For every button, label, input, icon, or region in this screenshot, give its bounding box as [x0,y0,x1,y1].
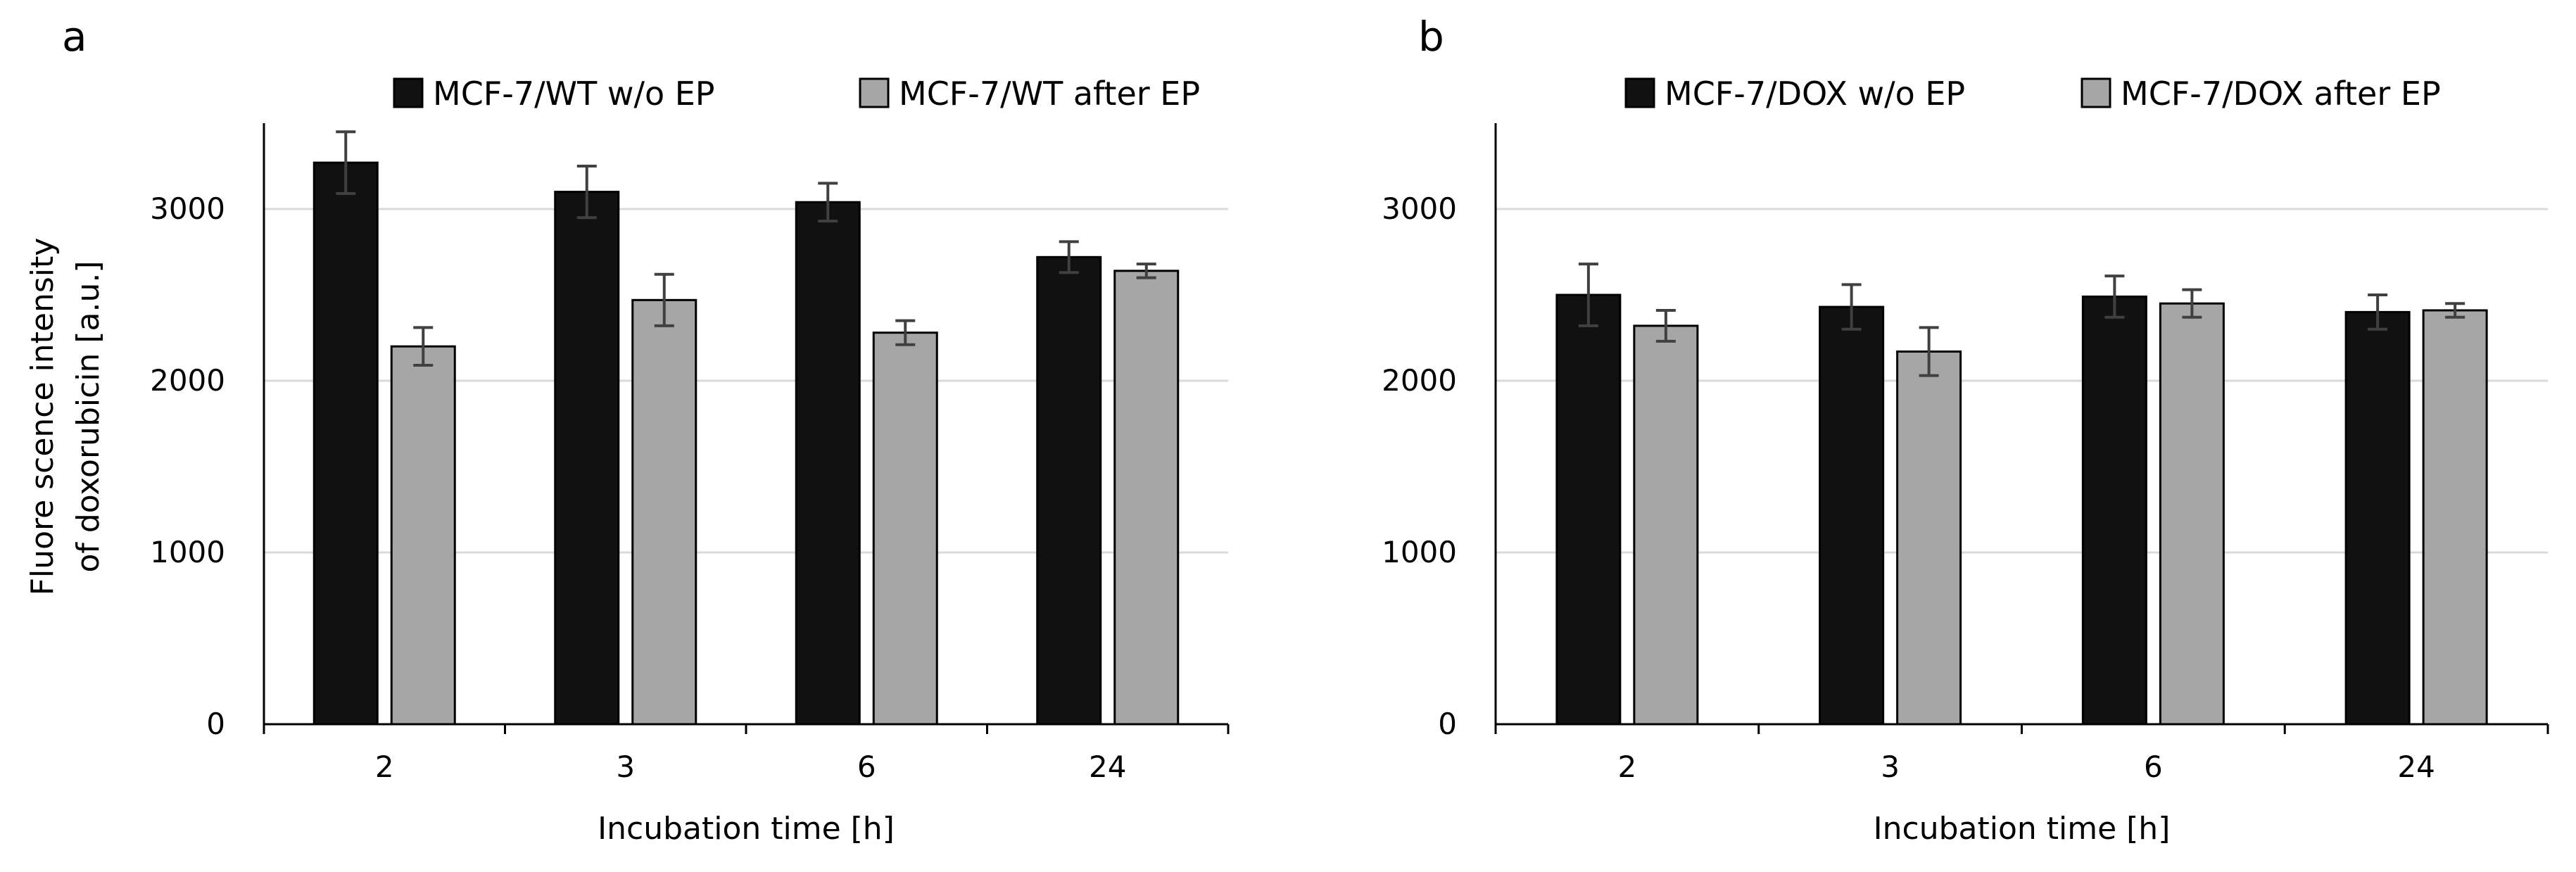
y-tick-label: 2000 [150,363,225,398]
x-tick-label: 6 [857,750,876,784]
y-tick-label: 3000 [1382,191,1457,226]
bar-w-o-ep [2344,310,2411,726]
bar-w-o-ep [2081,295,2147,726]
bar-w-o-ep [1036,255,1102,726]
x-axis-title: Incubation time [h] [1874,811,2171,847]
legend-swatch [859,77,890,108]
legend-swatch [2081,77,2111,108]
legend-label: MCF-7/WT after EP [899,75,1200,113]
bar-w-o-ep [554,191,620,726]
bar-after-ep [390,345,456,726]
bar-w-o-ep [1555,293,1622,726]
legend-swatch [393,77,424,108]
y-tick-label: 0 [206,707,225,741]
x-tick-label: 24 [2397,750,2435,784]
bar-after-ep [2159,302,2225,726]
chart-panel-b: b 0 1000 2000 3000 2 3 6 24 Incubation time [h] MC… [1382,13,2549,847]
y-tick-label: 1000 [1382,535,1457,569]
y-tick-label: 0 [1438,707,1457,741]
legend-label: MCF-7/DOX w/o EP [1665,75,1965,113]
bar-after-ep [1113,270,1180,726]
panel-label: a [62,13,87,61]
x-tick-label: 6 [2144,750,2163,784]
y-axis-title-line: of doxorubicin [a.u.] [70,260,106,572]
bar-after-ep [2422,309,2488,726]
bar-after-ep [631,298,697,726]
bar-after-ep [872,331,938,726]
x-axis-title: Incubation time [h] [598,811,895,847]
y-tick-label: 3000 [150,191,225,226]
legend-label: MCF-7/WT w/o EP [433,75,715,113]
x-tick-label: 3 [616,750,635,784]
bar-after-ep [1896,350,1962,726]
x-tick-label: 2 [375,750,394,784]
x-tick-label: 2 [1618,750,1637,784]
y-tick-label: 1000 [150,535,225,569]
legend-swatch [1624,77,1655,108]
panel-label: b [1418,13,1444,61]
x-tick-label: 24 [1089,750,1126,784]
y-axis-title-line: Fluore scence intensity [25,238,61,596]
bar-w-o-ep [795,201,861,726]
y-tick-label: 2000 [1382,363,1457,398]
x-tick-label: 3 [1881,750,1900,784]
chart-panel-a: a 0 1000 2000 3000 2 3 6 24 Incubation time [h] Fl… [25,13,1230,847]
bar-w-o-ep [1819,305,1885,726]
bar-w-o-ep [312,161,379,726]
legend-label: MCF-7/DOX after EP [2121,75,2441,113]
bar-after-ep [1633,324,1699,726]
